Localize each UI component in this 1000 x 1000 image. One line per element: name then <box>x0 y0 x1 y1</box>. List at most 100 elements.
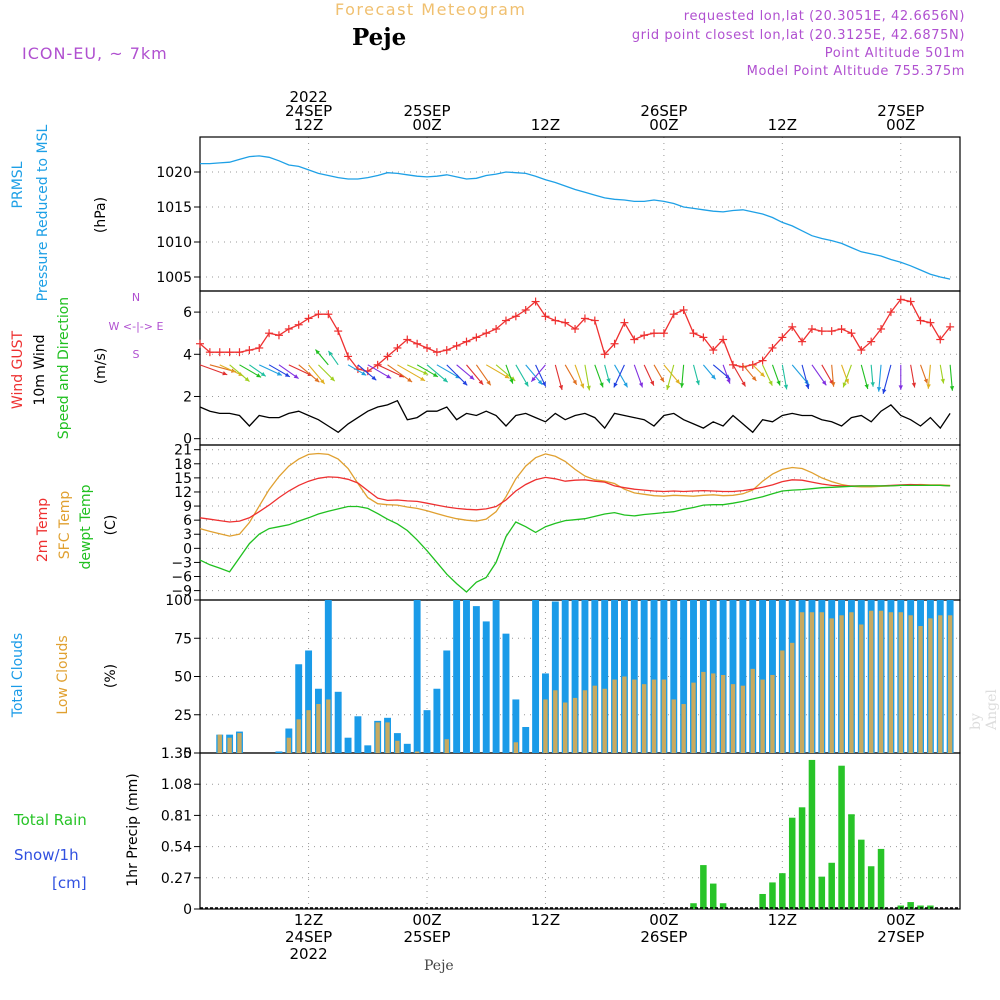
gust-marker <box>640 331 649 340</box>
gust-marker <box>284 324 293 333</box>
snow-label: Snow/1h <box>14 846 79 864</box>
total-clouds-bar <box>453 600 461 753</box>
y-tick-label: 1005 <box>156 270 192 286</box>
rain-bar <box>907 902 914 909</box>
low-clouds-bar <box>227 737 232 753</box>
gust-marker <box>304 314 313 323</box>
top-time-label: 25SEP <box>403 102 450 120</box>
total-clouds-bar <box>295 664 303 753</box>
low-clouds-bar <box>938 615 943 753</box>
rain-bar <box>798 807 806 909</box>
low-clouds-bar <box>849 612 854 753</box>
wind-arrow <box>475 364 492 386</box>
low-clouds-bar <box>947 615 953 753</box>
wind-arrow <box>278 364 299 380</box>
wind-arrow <box>939 364 945 384</box>
low-clouds-bar <box>543 699 548 753</box>
wind-arrow <box>199 364 228 376</box>
total-clouds-bar <box>670 600 678 753</box>
low-clouds-bar <box>701 671 706 753</box>
wind-arrow <box>614 364 629 388</box>
bottom-time-label: 00Z <box>412 911 441 929</box>
wind-arrow <box>666 364 675 391</box>
gust-marker <box>383 352 392 361</box>
wind-arrow <box>732 364 746 387</box>
gust-marker <box>620 318 629 327</box>
gust-marker <box>926 318 935 327</box>
y-tick-label: 0 <box>183 541 192 557</box>
low-clouds-bar <box>296 719 301 753</box>
wind-arrow <box>663 364 681 385</box>
wind-arrow <box>811 364 827 386</box>
gust-marker <box>936 335 945 344</box>
wind-arrow <box>742 364 757 382</box>
dewpt-line <box>199 484 951 593</box>
total-clouds-bar <box>364 745 372 753</box>
gust-marker <box>196 339 204 348</box>
y-tick-label: 0 <box>183 902 192 918</box>
gust-marker <box>580 314 589 323</box>
low-clouds-bar <box>385 722 390 753</box>
wind-arrow <box>535 364 547 387</box>
gust-marker <box>294 320 303 329</box>
top-time-label: 12Z <box>294 116 323 134</box>
wind-arrow <box>466 364 484 386</box>
gust-marker <box>699 333 708 342</box>
gust-marker <box>393 343 402 352</box>
rain-bar <box>779 873 786 909</box>
low-clouds-bar <box>612 679 617 753</box>
wind-arrow <box>347 364 367 376</box>
gust-marker <box>561 318 570 327</box>
total-clouds-bar <box>640 600 648 753</box>
gust-marker <box>738 362 747 371</box>
wind-arrow <box>258 364 283 376</box>
wind-arrow <box>653 364 665 383</box>
wind-arrow <box>308 364 326 385</box>
total-clouds-bar <box>551 601 559 753</box>
wind-arrow <box>456 364 475 381</box>
wind-arrow <box>752 364 766 378</box>
low-clouds-bar <box>306 710 311 753</box>
y-tick-label: 0 <box>183 746 192 762</box>
gust-marker <box>274 331 283 340</box>
gust-marker <box>650 329 659 338</box>
bottom-time-label: 26SEP <box>640 928 687 946</box>
rain-bar <box>858 839 865 909</box>
watermark: by Angel <box>968 689 1000 730</box>
bottom-time-label: 12Z <box>294 911 323 929</box>
rain-bar <box>867 866 875 909</box>
rain-bar <box>848 814 855 909</box>
gust-marker <box>669 310 678 319</box>
y-tick-label: 0 <box>183 432 192 448</box>
total-clouds-bar <box>492 600 500 753</box>
gust-marker <box>324 310 333 319</box>
y-tick-label: 1020 <box>156 165 192 181</box>
wind-arrow <box>327 350 339 366</box>
y-tick-label: 2 <box>183 389 192 405</box>
low-clouds-bar <box>839 615 844 753</box>
gust-line <box>199 298 951 372</box>
wind-arrow <box>860 364 869 390</box>
low-clouds-bar <box>770 674 775 753</box>
wind-arrow <box>910 364 917 388</box>
total-clouds-bar <box>275 751 283 753</box>
rain-bar <box>788 817 796 909</box>
total-clouds-bar <box>690 600 697 753</box>
rain-bar <box>828 862 835 909</box>
panel-wind: 0 2 4 6 <box>183 290 961 448</box>
rain-bar <box>700 865 707 909</box>
total-clouds-bar <box>472 606 480 753</box>
gust-marker <box>600 350 609 359</box>
wind-arrow <box>643 364 655 386</box>
y-tick-label: 100 <box>165 593 192 609</box>
low-clouds-bar <box>898 612 903 753</box>
y-tick-label: 18 <box>174 457 192 473</box>
temp2m-line <box>199 476 951 523</box>
low-clouds-bar <box>868 610 874 753</box>
low-clouds-bar <box>819 612 824 753</box>
header-model: ICON-EU, ~ 7km <box>22 44 168 63</box>
gust-marker <box>788 322 797 331</box>
gust-marker <box>886 308 895 317</box>
y-tick-label: 1.35 <box>161 746 192 762</box>
wind-arrow <box>679 364 685 388</box>
